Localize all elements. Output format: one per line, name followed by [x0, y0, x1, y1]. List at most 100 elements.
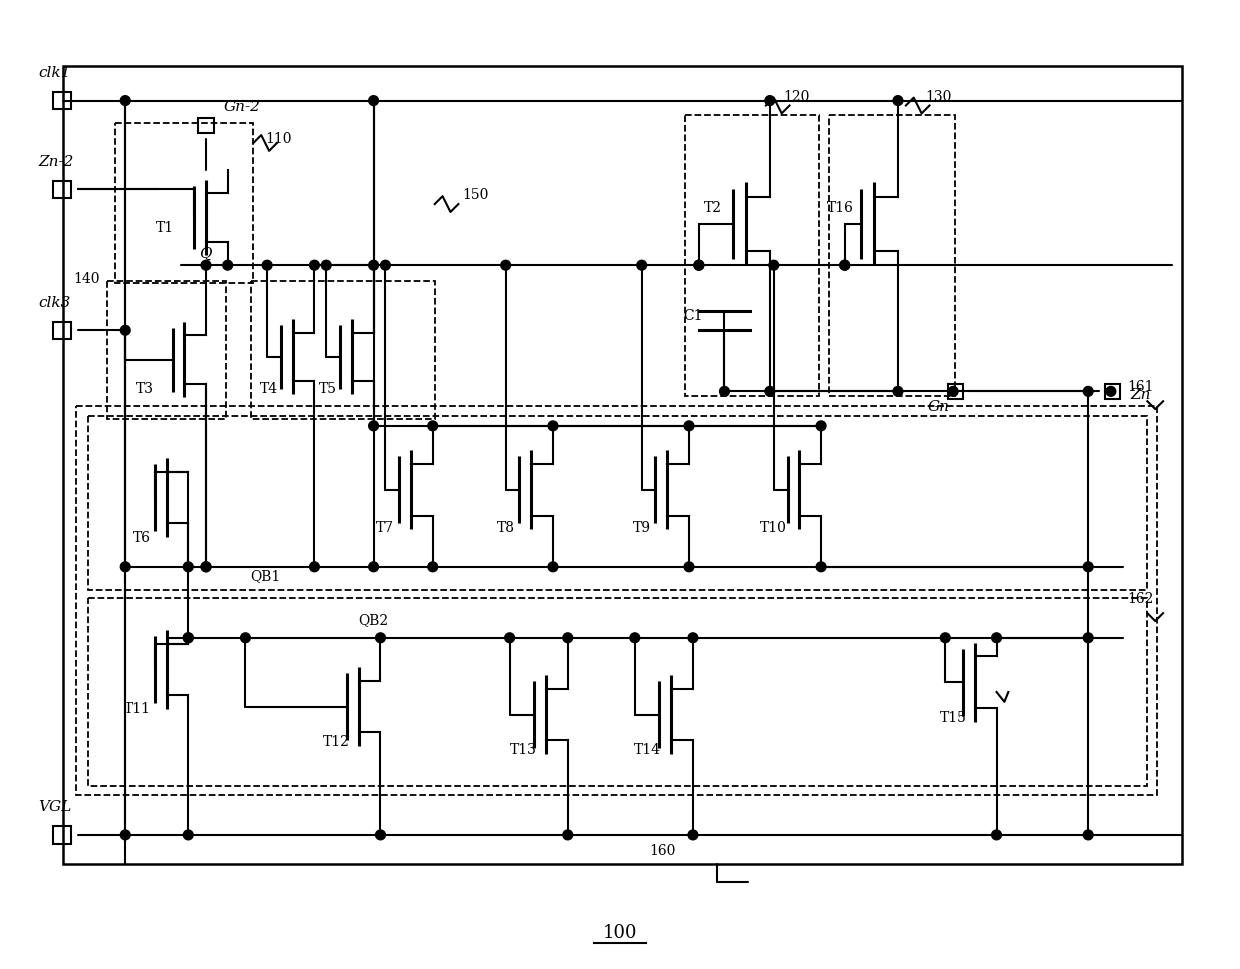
Circle shape	[120, 830, 130, 840]
Text: 161: 161	[1127, 381, 1154, 394]
Text: T6: T6	[133, 531, 151, 546]
Circle shape	[694, 261, 704, 270]
Text: 130: 130	[925, 89, 952, 104]
Text: T3: T3	[136, 383, 154, 396]
Circle shape	[769, 261, 779, 270]
Bar	[76, 406, 1157, 796]
Text: clk3: clk3	[38, 296, 71, 310]
Circle shape	[992, 633, 1002, 642]
Text: 150: 150	[463, 188, 489, 203]
Text: Zn-2: Zn-2	[38, 155, 74, 169]
Circle shape	[310, 562, 320, 572]
Circle shape	[501, 261, 511, 270]
Text: 100: 100	[603, 924, 637, 943]
Text: 110: 110	[265, 132, 291, 146]
Circle shape	[428, 421, 438, 431]
Circle shape	[376, 830, 386, 840]
Circle shape	[694, 261, 704, 270]
Circle shape	[376, 633, 386, 642]
Circle shape	[428, 562, 438, 572]
Circle shape	[684, 562, 694, 572]
Text: Gn: Gn	[928, 400, 950, 414]
Circle shape	[184, 633, 193, 642]
Circle shape	[949, 387, 959, 396]
Circle shape	[381, 261, 391, 270]
Text: T16: T16	[827, 201, 854, 215]
Circle shape	[816, 562, 826, 572]
Circle shape	[368, 96, 378, 106]
Text: 140: 140	[73, 272, 99, 286]
Circle shape	[992, 830, 1002, 840]
Circle shape	[684, 421, 694, 431]
Bar	[88, 598, 1147, 786]
Circle shape	[368, 562, 378, 572]
Circle shape	[368, 421, 378, 431]
Circle shape	[1084, 562, 1094, 572]
Circle shape	[184, 830, 193, 840]
Circle shape	[563, 830, 573, 840]
Circle shape	[839, 261, 849, 270]
Text: T14: T14	[634, 743, 661, 757]
Circle shape	[223, 261, 233, 270]
Circle shape	[241, 633, 250, 642]
Circle shape	[688, 830, 698, 840]
Circle shape	[893, 387, 903, 396]
Circle shape	[816, 421, 826, 431]
Circle shape	[120, 96, 130, 106]
Bar	[53, 827, 71, 844]
Bar	[115, 123, 253, 283]
Bar	[1105, 384, 1121, 399]
Text: QB1: QB1	[250, 570, 280, 583]
Circle shape	[1106, 387, 1116, 396]
Text: T10: T10	[760, 521, 787, 535]
Text: T12: T12	[322, 735, 350, 749]
Text: T8: T8	[497, 521, 515, 535]
Text: Gn-2: Gn-2	[223, 101, 260, 114]
Circle shape	[310, 261, 320, 270]
Text: T15: T15	[940, 710, 967, 725]
Circle shape	[368, 261, 378, 270]
Circle shape	[765, 387, 775, 396]
Circle shape	[184, 562, 193, 572]
Circle shape	[548, 562, 558, 572]
Circle shape	[719, 387, 729, 396]
Circle shape	[1084, 830, 1094, 840]
Text: T5: T5	[319, 383, 337, 396]
Bar	[830, 115, 955, 396]
Circle shape	[201, 562, 211, 572]
Circle shape	[563, 633, 573, 642]
Text: C1: C1	[683, 309, 703, 324]
Circle shape	[893, 96, 903, 106]
Text: T2: T2	[703, 201, 722, 215]
Text: T9: T9	[632, 521, 651, 535]
Text: T1: T1	[155, 221, 174, 234]
Bar	[88, 416, 1147, 590]
Circle shape	[120, 562, 130, 572]
Text: 162: 162	[1127, 592, 1154, 607]
Bar	[63, 66, 1182, 864]
Text: T4: T4	[260, 383, 278, 396]
Text: T7: T7	[377, 521, 394, 535]
Circle shape	[637, 261, 646, 270]
Bar	[198, 117, 213, 133]
Text: clk1: clk1	[38, 66, 71, 80]
Circle shape	[505, 633, 515, 642]
Text: T13: T13	[510, 743, 537, 757]
Circle shape	[1084, 387, 1094, 396]
Bar	[108, 281, 226, 419]
Circle shape	[184, 633, 193, 642]
Text: Zn: Zn	[1131, 389, 1151, 402]
Bar	[53, 92, 71, 109]
Bar	[947, 384, 962, 399]
Text: 160: 160	[650, 844, 676, 858]
Circle shape	[120, 326, 130, 335]
Circle shape	[201, 261, 211, 270]
Text: VGL: VGL	[38, 800, 72, 814]
Text: QB2: QB2	[358, 613, 388, 627]
Circle shape	[940, 633, 950, 642]
Bar	[684, 115, 820, 396]
Circle shape	[630, 633, 640, 642]
Circle shape	[839, 261, 849, 270]
Bar	[53, 322, 71, 339]
Bar	[53, 180, 71, 198]
